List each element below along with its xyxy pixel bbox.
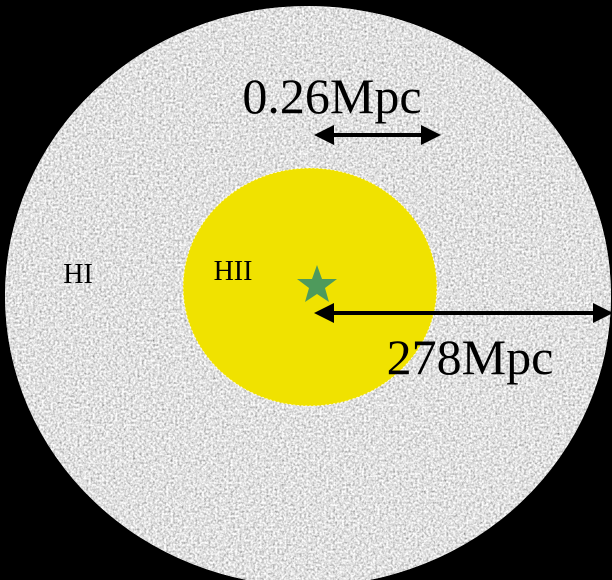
small-scale-label: 0.26Mpc (242, 68, 421, 124)
large-scale-label: 278Mpc (387, 329, 554, 385)
body: 0.26Mpc 278Mpc HI HII (() => { const dat… (0, 0, 612, 580)
page: {"labels": {"outer_region": "HI", "inner… (0, 0, 612, 580)
hii-label: HII (214, 256, 253, 287)
diagram: 0.26Mpc 278Mpc HI HII (0, 0, 612, 580)
hi-label: HI (63, 259, 93, 290)
